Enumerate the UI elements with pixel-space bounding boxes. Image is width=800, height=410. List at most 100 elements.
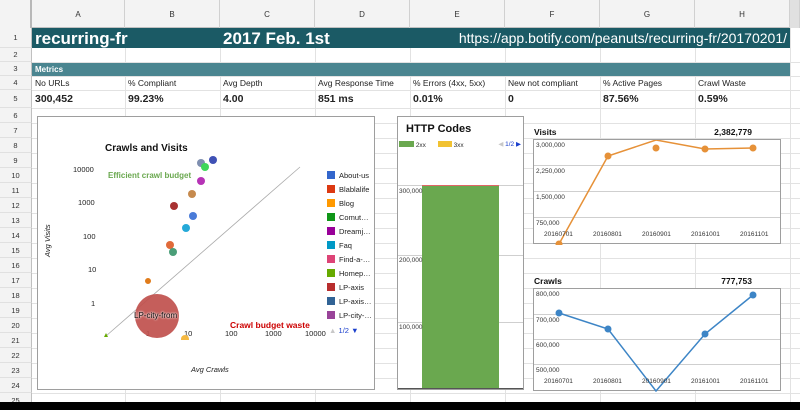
row-header-20[interactable]: 20	[0, 318, 32, 333]
row-header-23[interactable]: 23	[0, 363, 32, 378]
row-header-3[interactable]: 3	[0, 62, 32, 76]
column-header-d[interactable]: D	[315, 0, 410, 28]
data-point[interactable]	[170, 202, 178, 210]
data-point[interactable]	[188, 190, 196, 198]
row-header-25[interactable]: 25	[0, 393, 32, 402]
bar-2xx[interactable]	[422, 185, 499, 389]
column-header-f[interactable]: F	[505, 0, 600, 28]
column-header-e[interactable]: E	[410, 0, 505, 28]
row-header-11[interactable]: 11	[0, 183, 32, 198]
row-header-7[interactable]: 7	[0, 123, 32, 138]
column-header-g[interactable]: G	[600, 0, 695, 28]
visits-total: 2,382,779	[714, 127, 752, 137]
legend-item[interactable]: Homep…	[327, 269, 371, 281]
metric-value-response-time[interactable]: 851 ms	[318, 93, 354, 105]
data-point[interactable]	[209, 156, 217, 164]
legend-item[interactable]: About-us	[327, 171, 369, 183]
bubble-label: LP-city-from	[134, 311, 178, 320]
row-header-24[interactable]: 24	[0, 378, 32, 393]
data-point[interactable]	[201, 163, 209, 171]
row-header-1[interactable]: 1	[0, 28, 32, 48]
legend-item[interactable]: Blablalife	[327, 185, 369, 197]
x-axis	[398, 388, 523, 389]
y-tick: 100	[83, 232, 96, 241]
metric-value-avg-depth[interactable]: 4.00	[223, 93, 244, 105]
gridline	[534, 314, 780, 315]
legend-item[interactable]: LP-axis…	[327, 297, 372, 309]
metric-value-active-pages[interactable]: 87.56%	[603, 93, 639, 105]
metric-label-crawl-waste[interactable]: Crawl Waste	[698, 78, 746, 88]
legend-item[interactable]: Find-a-…	[327, 255, 370, 267]
select-all-corner[interactable]	[0, 0, 32, 28]
row-header-5[interactable]: 5	[0, 90, 32, 108]
row-header-22[interactable]: 22	[0, 348, 32, 363]
metric-value-errors[interactable]: 0.01%	[413, 93, 443, 105]
metric-value-crawl-waste[interactable]: 0.59%	[698, 93, 728, 105]
y-tick: 200,000	[399, 257, 423, 264]
row-header-8[interactable]: 8	[0, 138, 32, 153]
data-point[interactable]	[169, 248, 177, 256]
row-header-17[interactable]: 17	[0, 273, 32, 288]
row-header-6[interactable]: 6	[0, 108, 32, 123]
metric-label-new-not-compliant[interactable]: New not compliant	[508, 78, 578, 88]
data-point[interactable]	[181, 335, 189, 340]
x-tick: 20161101	[740, 378, 769, 385]
data-point[interactable]	[197, 177, 205, 185]
data-point[interactable]	[144, 277, 152, 285]
legend-prev-icon[interactable]: ▲	[329, 326, 337, 335]
data-point[interactable]	[182, 224, 190, 232]
metric-label-no-urls[interactable]: No URLs	[35, 78, 70, 88]
data-point[interactable]	[166, 241, 174, 249]
row-header-21[interactable]: 21	[0, 333, 32, 348]
legend-item[interactable]: Dreamj…	[327, 227, 371, 239]
legend-item[interactable]: Faq	[327, 241, 352, 253]
legend-next-icon[interactable]: ▶	[516, 141, 521, 148]
legend-swatch-icon	[399, 141, 414, 147]
http-codes-chart[interactable]: HTTP Codes 2xx 3xx ◀ 1/2 ▶ 300,000 200,0…	[397, 116, 524, 390]
column-header-a[interactable]: A	[32, 0, 125, 28]
row-header-10[interactable]: 10	[0, 168, 32, 183]
crawl-date: 2017 Feb. 1st	[223, 29, 330, 48]
legend-item[interactable]: Comut…	[327, 213, 369, 225]
row-header-2[interactable]: 2	[0, 48, 32, 62]
crawl-url[interactable]: https://app.botify.com/peanuts/recurring…	[458, 30, 787, 46]
row-header-19[interactable]: 19	[0, 303, 32, 318]
visits-line-chart[interactable]: 3,000,000 2,250,000 1,500,000 750,000 20…	[533, 139, 781, 245]
legend-item[interactable]: LP-axis	[327, 283, 364, 295]
metric-label-active-pages[interactable]: % Active Pages	[603, 78, 663, 88]
legend-next-icon[interactable]: ▼	[351, 326, 359, 335]
column-header-b[interactable]: B	[125, 0, 220, 28]
row-header-4[interactable]: 4	[0, 76, 32, 90]
legend-swatch-icon	[327, 199, 335, 207]
metric-label-avg-depth[interactable]: Avg Depth	[223, 78, 263, 88]
legend-item[interactable]: Blog	[327, 199, 354, 211]
column-header-c[interactable]: C	[220, 0, 315, 28]
metric-value-new-not-compliant[interactable]: 0	[508, 93, 514, 105]
crawls-line-chart[interactable]: 800,000 700,000 600,000 500,000 20160701…	[533, 288, 781, 392]
metrics-section-header[interactable]: Metrics	[32, 63, 790, 76]
row-header-12[interactable]: 12	[0, 198, 32, 213]
row-header-14[interactable]: 14	[0, 228, 32, 243]
data-point[interactable]	[197, 159, 205, 167]
row-header-13[interactable]: 13	[0, 213, 32, 228]
data-point[interactable]	[189, 212, 197, 220]
legend-prev-icon[interactable]: ◀	[498, 141, 504, 148]
title-row[interactable]: recurring-fr 2017 Feb. 1st https://app.b…	[32, 28, 790, 48]
metric-value-no-urls[interactable]: 300,452	[35, 93, 73, 105]
metric-value-compliant[interactable]: 99.23%	[128, 93, 164, 105]
metric-label-errors[interactable]: % Errors (4xx, 5xx)	[413, 78, 486, 88]
row-header-16[interactable]: 16	[0, 258, 32, 273]
legend-item[interactable]: LP-city-…	[327, 311, 372, 323]
grid-line	[32, 393, 800, 394]
row-header-9[interactable]: 9	[0, 153, 32, 168]
crawls-visits-chart[interactable]: Crawls and Visits Efficient crawl budget…	[37, 116, 375, 390]
metric-label-response-time[interactable]: Avg Response Time	[318, 78, 394, 88]
bubble-lp-city-from[interactable]	[135, 294, 179, 338]
row-header-18[interactable]: 18	[0, 288, 32, 303]
column-header-h[interactable]: H	[695, 0, 790, 28]
row-header-15[interactable]: 15	[0, 243, 32, 258]
legend-swatch-icon	[327, 283, 335, 291]
legend-label: 2xx	[415, 142, 426, 149]
metric-label-compliant[interactable]: % Compliant	[128, 78, 177, 88]
y-tick: 750,000	[536, 220, 560, 227]
